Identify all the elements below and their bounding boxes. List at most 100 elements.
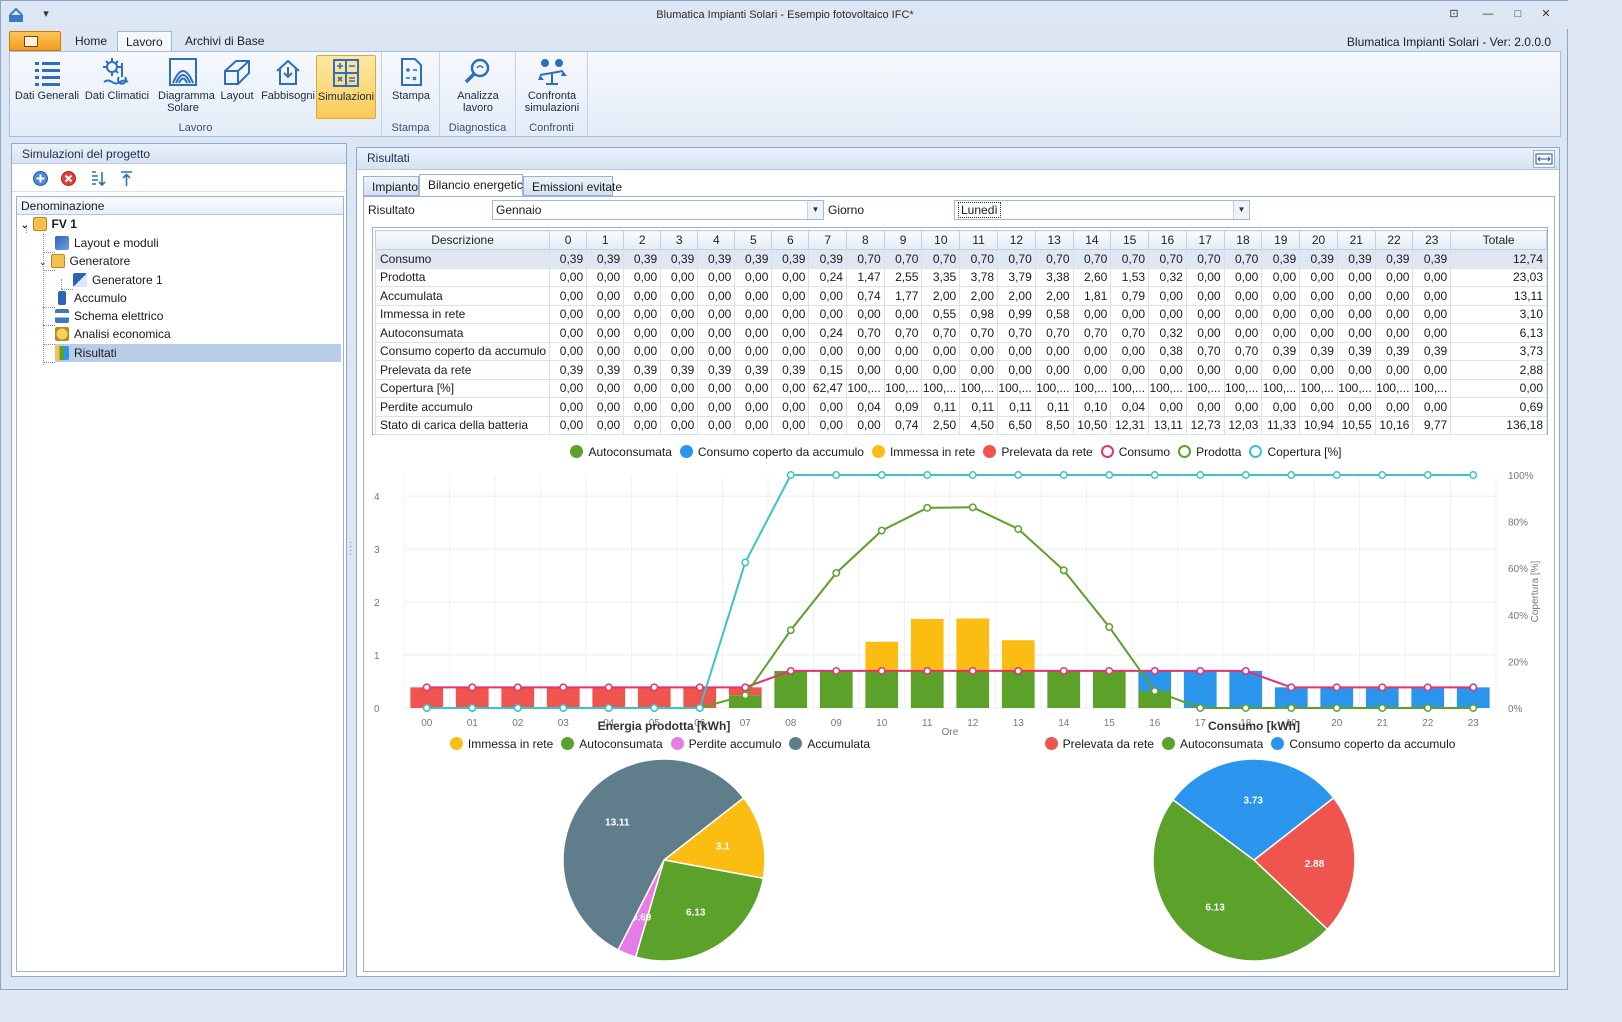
tree-item-accumulo[interactable]: Accumulo xyxy=(55,289,341,307)
column-header-hour[interactable]: 17 xyxy=(1185,230,1225,250)
minimize-button[interactable]: — xyxy=(1482,8,1494,20)
column-header-hour[interactable]: 4 xyxy=(697,230,736,250)
legend-item[interactable]: Consumo coperto da accumulo xyxy=(1271,737,1455,751)
tab-archivi-di-base[interactable]: Archivi di Base xyxy=(185,34,265,48)
confronta-simulazioni-button[interactable]: Confronta simulazioni xyxy=(520,55,584,119)
legend-item[interactable]: Perdite accumulo xyxy=(670,737,781,751)
column-header-hour[interactable]: 12 xyxy=(997,230,1036,250)
legend-item[interactable]: Immessa in rete xyxy=(449,737,553,751)
table-cell: 0,00 xyxy=(1185,397,1225,417)
legend-label: Immessa in rete xyxy=(889,445,976,459)
tree-item-fv1[interactable]: ⌄ FV 1 xyxy=(21,215,77,233)
table-row[interactable]: Stato di carica della batteria 0,00 0,00 0,… xyxy=(374,415,1547,435)
layout-button[interactable]: Layout xyxy=(214,55,260,119)
column-header-hour[interactable]: 22 xyxy=(1374,230,1414,250)
table-row[interactable]: Consumo coperto da accumulo 0,00 0,00 0,00 0… xyxy=(374,341,1547,361)
legend-item[interactable]: Accumulata xyxy=(789,737,870,751)
legend-item[interactable]: Immessa in rete xyxy=(871,445,976,459)
column-header-hour[interactable]: 10 xyxy=(921,230,961,250)
table-row[interactable]: Prelevata da rete 0,39 0,39 0,39 0,39 0,39 0,3… xyxy=(374,360,1547,380)
table-row[interactable]: Prodotta 0,00 0,00 0,00 0,00 0,00 0,00 0,00 0,24… xyxy=(374,267,1547,287)
column-header-hour[interactable]: 20 xyxy=(1299,230,1338,250)
table-row[interactable]: Copertura [%] 0,00 0,00 0,00 0,00 0,00 0,00 0,0… xyxy=(374,378,1547,398)
column-header-hour[interactable]: 23 xyxy=(1412,230,1452,250)
column-header-hour[interactable]: 13 xyxy=(1034,230,1074,250)
column-header-hour[interactable]: 18 xyxy=(1223,230,1263,250)
simulazioni-button[interactable]: Simulazioni xyxy=(316,55,376,119)
column-header-hour[interactable]: 0 xyxy=(549,230,588,250)
expand-all-icon[interactable] xyxy=(90,170,107,187)
tree-item-risultati[interactable]: Risultati xyxy=(55,344,341,362)
splitter-handle[interactable]: · · · · xyxy=(349,537,353,560)
bar xyxy=(1138,691,1172,708)
legend-item[interactable]: Prelevata da rete xyxy=(1044,737,1154,751)
tab-emissioni-evitate[interactable]: Emissioni evitate xyxy=(523,176,622,196)
column-header-hour[interactable]: 14 xyxy=(1072,230,1112,250)
tab-home[interactable]: Home xyxy=(75,34,108,48)
table-row[interactable]: Consumo 0,39 0,39 0,39 0,39 0,39 0,39 0,39 0,39 0… xyxy=(374,249,1547,269)
tab-impianto[interactable]: Impianto xyxy=(363,176,419,196)
table-row[interactable]: Perdite accumulo 0,00 0,00 0,00 0,00 0,00 0,00… xyxy=(374,397,1547,417)
screenshot-icon[interactable]: ⊡ xyxy=(1449,8,1459,20)
quick-access-menu-icon[interactable]: ▾ xyxy=(43,8,49,20)
maximize-button[interactable]: □ xyxy=(1514,8,1522,20)
column-header-hour[interactable]: 19 xyxy=(1261,230,1301,250)
legend-item[interactable]: Copertura [%] xyxy=(1249,445,1342,459)
column-header-hour[interactable]: 1 xyxy=(586,230,625,250)
dati-climatici-label: Dati Climatici xyxy=(84,90,150,102)
collapse-arrow-icon[interactable]: ⌄ xyxy=(39,257,47,267)
legend-item[interactable]: Consumo xyxy=(1100,445,1170,459)
file-menu-button[interactable] xyxy=(9,31,61,51)
column-header-hour[interactable]: 11 xyxy=(959,230,998,250)
tab-lavoro[interactable]: Lavoro xyxy=(117,31,172,51)
giorno-select[interactable]: Lunedì ▼ xyxy=(954,200,1250,220)
pie-slice xyxy=(1152,798,1329,962)
column-header-hour[interactable]: 15 xyxy=(1110,230,1150,250)
bar xyxy=(1092,670,1126,708)
legend-item[interactable]: Autoconsumata xyxy=(1161,737,1263,751)
column-header-totale[interactable]: Totale xyxy=(1450,230,1547,250)
column-header-hour[interactable]: 5 xyxy=(734,230,773,250)
analizza-lavoro-button[interactable]: Analizza lavoro xyxy=(446,55,510,119)
legend-item[interactable]: Autoconsumata xyxy=(561,737,663,751)
add-icon[interactable] xyxy=(32,170,49,187)
legend-item[interactable]: Prelevata da rete xyxy=(983,445,1093,459)
column-header-hour[interactable]: 16 xyxy=(1148,230,1187,250)
dati-generali-button[interactable]: Dati Generali xyxy=(14,55,80,119)
column-header-descrizione[interactable]: Descrizione xyxy=(374,230,551,250)
chevron-down-icon[interactable]: ▼ xyxy=(807,201,823,219)
expand-panel-button[interactable] xyxy=(1533,150,1555,168)
diagramma-solare-button[interactable]: Diagramma Solare xyxy=(154,55,215,119)
dati-climatici-button[interactable]: Dati Climatici xyxy=(84,55,150,119)
column-header-hour[interactable]: 3 xyxy=(660,230,699,250)
column-header-hour[interactable]: 8 xyxy=(845,230,885,250)
table-cell: 0,00 xyxy=(1336,360,1376,380)
table-cell: 100,... xyxy=(959,378,998,398)
column-header-hour[interactable]: 21 xyxy=(1336,230,1376,250)
table-row[interactable]: Accumulata 0,00 0,00 0,00 0,00 0,00 0,00 0,00 0,… xyxy=(374,286,1547,306)
collapse-arrow-icon[interactable]: ⌄ xyxy=(21,220,29,230)
close-button[interactable]: ✕ xyxy=(1541,8,1551,20)
fabbisogni-button[interactable]: Fabbisogni xyxy=(260,55,316,119)
delete-icon[interactable] xyxy=(60,170,77,187)
tree-item-generatore-1[interactable]: Generatore 1 xyxy=(73,271,341,289)
stampa-button[interactable]: Stampa xyxy=(386,55,436,119)
tab-bilancio-energetico[interactable]: Bilancio energetico xyxy=(419,174,529,196)
tree-item-layout-e-moduli[interactable]: Layout e moduli xyxy=(55,234,341,252)
tree-item-label: Risultati xyxy=(74,346,117,360)
column-header-hour[interactable]: 6 xyxy=(771,230,810,250)
tree-item-schema-elettrico[interactable]: Schema elettrico xyxy=(55,307,341,325)
column-header-hour[interactable]: 2 xyxy=(623,230,662,250)
chevron-down-icon[interactable]: ▼ xyxy=(1233,201,1249,219)
collapse-all-icon[interactable] xyxy=(118,170,135,187)
legend-item[interactable]: Prodotta xyxy=(1178,445,1241,459)
column-header-hour[interactable]: 7 xyxy=(808,230,847,250)
table-row[interactable]: Autoconsumata 0,00 0,00 0,00 0,00 0,00 0,00 0,0… xyxy=(374,323,1547,343)
tree-item-analisi-economica[interactable]: Analisi economica xyxy=(55,325,341,343)
table-row[interactable]: Immessa in rete 0,00 0,00 0,00 0,00 0,00 0,00 0… xyxy=(374,304,1547,324)
legend-item[interactable]: Consumo coperto da accumulo xyxy=(679,445,864,459)
tree-item-generatore[interactable]: ⌄ Generatore xyxy=(39,252,341,270)
column-header-hour[interactable]: 9 xyxy=(883,230,923,250)
legend-item[interactable]: Autoconsumata xyxy=(570,445,672,459)
risultato-select[interactable]: Gennaio ▼ xyxy=(492,200,824,220)
